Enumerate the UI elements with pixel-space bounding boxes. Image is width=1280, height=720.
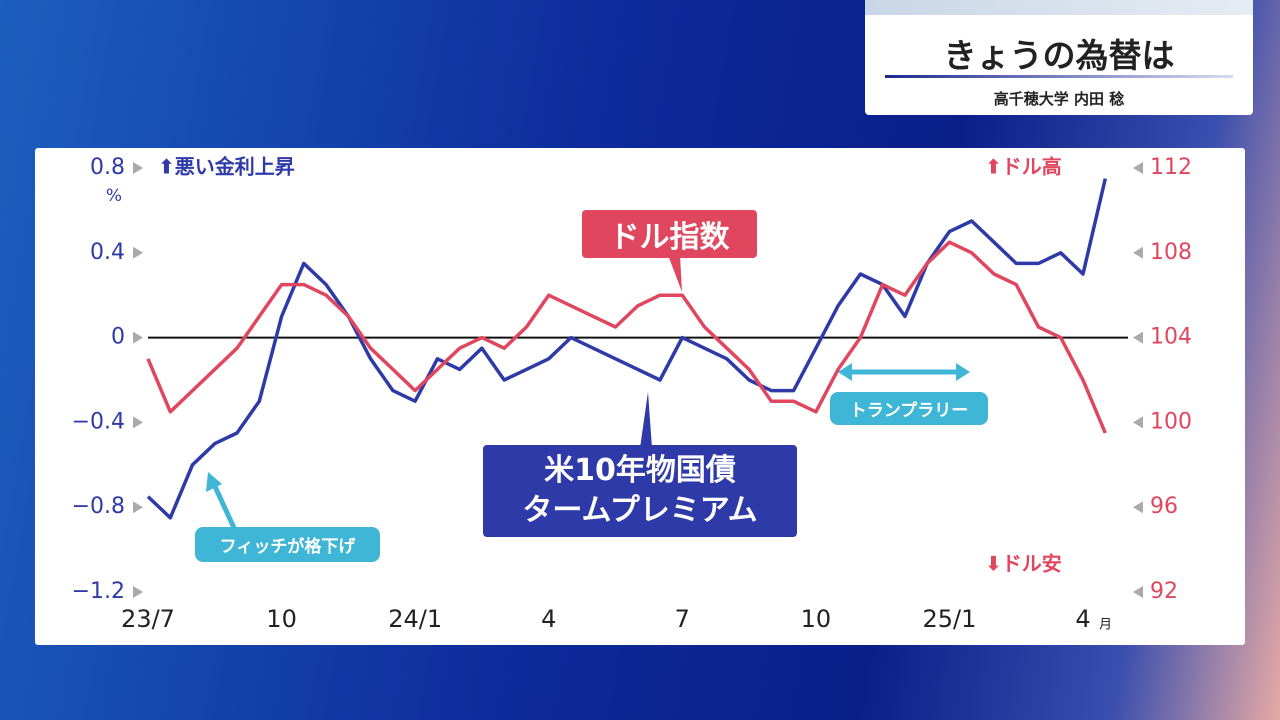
y-unit: %	[106, 186, 122, 206]
y-tick-label: −0.8	[72, 494, 125, 519]
y2-tick-label: 104	[1150, 325, 1192, 350]
x-tick-label: 23/7	[121, 605, 175, 633]
data-line	[146, 178, 1108, 520]
y2-tick	[1133, 501, 1143, 514]
x-tick-label: 4	[541, 605, 556, 633]
pointer	[209, 478, 238, 532]
y2-tick	[1133, 416, 1143, 429]
pointer	[640, 392, 652, 448]
y-tick-label: −1.2	[72, 579, 125, 604]
dollar-callout: ドル指数	[582, 210, 757, 258]
annotation: ⬇ドル安	[985, 552, 1062, 576]
premium-callout: 米10年物国債 タームプレミアム	[483, 445, 797, 537]
arrow-head	[838, 363, 852, 381]
data-line	[146, 240, 1107, 434]
y2-tick-label: 96	[1150, 494, 1178, 519]
x-tick-label: 25/1	[922, 605, 976, 633]
y-tick-label: 0.4	[90, 240, 125, 265]
y-tick-label: −0.4	[72, 409, 125, 434]
header-rule	[885, 75, 1233, 78]
y2-tick-label: 112	[1150, 155, 1192, 180]
y-tick	[133, 416, 143, 429]
header-bar	[865, 0, 1253, 15]
y2-tick-label: 100	[1150, 409, 1192, 434]
y2-tick	[1133, 331, 1143, 344]
speaker: 高千穂大学 内田 稔	[993, 90, 1125, 108]
y2-tick-label: 92	[1150, 579, 1178, 604]
y-tick	[133, 331, 143, 344]
plot: −1.2−0.8−0.400.40.89296100104108112%23/7…	[72, 155, 1192, 634]
header-title: きょうの為替は	[943, 36, 1175, 75]
y-tick	[133, 501, 143, 514]
pointer	[206, 472, 222, 492]
y-tick-label: 0.8	[90, 155, 125, 180]
y-tick	[133, 246, 143, 259]
fitch-callout: フィッチが格下げ	[195, 527, 380, 562]
y2-tick	[1133, 586, 1143, 598]
x-tick-label: 10	[266, 605, 297, 633]
annotation: ⬆悪い金利上昇	[158, 155, 295, 179]
y2-tick-label: 108	[1150, 240, 1192, 265]
header: きょうの為替は 高千穂大学 内田 稔	[865, 0, 1253, 115]
x-tick-label: 24/1	[388, 605, 442, 633]
pointer	[668, 255, 682, 292]
arrow-head	[956, 363, 970, 381]
x-tick-label: 7	[675, 605, 690, 633]
y-tick-label: 0	[111, 325, 125, 350]
x-tick-label: 4	[1075, 605, 1090, 633]
x-tick-label: 10	[801, 605, 832, 633]
y2-tick	[1133, 162, 1143, 174]
x-unit: 月	[1099, 618, 1112, 633]
annotation: ⬆ドル高	[985, 155, 1062, 179]
y-tick	[133, 162, 143, 174]
trump-callout: トランプラリー	[830, 392, 988, 425]
y-tick	[133, 586, 143, 598]
y2-tick	[1133, 246, 1143, 259]
